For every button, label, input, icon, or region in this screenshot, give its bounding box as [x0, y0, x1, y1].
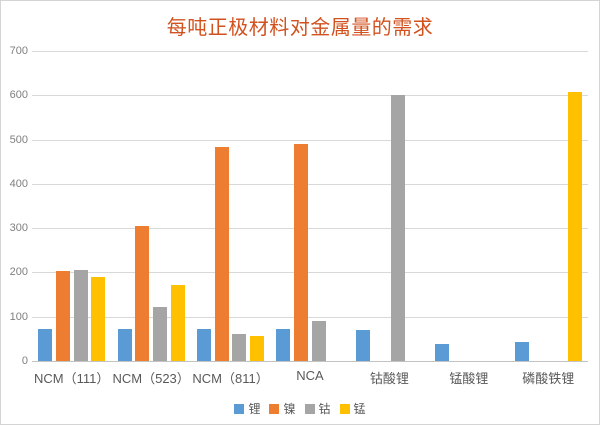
x-category-label: NCA [296, 368, 324, 383]
gridline [32, 183, 588, 185]
bar-锂-磷酸铁锂 [514, 341, 529, 361]
bar-锂-NCA [276, 329, 291, 361]
bar-锂-NCM（811） [197, 329, 212, 361]
bar-锰-磷酸铁锂 [567, 91, 582, 361]
bar-锂-NCM（111） [38, 329, 53, 361]
legend-swatch [339, 404, 350, 414]
bar-镍-NCM（811） [214, 147, 229, 361]
y-tick-label: 600 [9, 89, 28, 102]
bar-锰-NCM（111） [91, 276, 106, 361]
bar-锰-NCM（523） [170, 285, 185, 361]
bar-镍-NCA [294, 144, 309, 361]
y-tick-label: 0 [21, 355, 28, 367]
gridline [32, 95, 588, 97]
bar-钴-NCA [311, 320, 326, 361]
y-tick-label: 100 [9, 310, 28, 323]
x-category-label: 磷酸铁锂 [522, 371, 575, 386]
legend-label: 镍 [283, 402, 296, 416]
y-tick-label: 200 [9, 266, 28, 279]
gridline [32, 51, 588, 52]
y-tick-label: 500 [9, 133, 28, 146]
legend-swatch [304, 404, 315, 414]
x-category-label: NCM（811） [192, 371, 269, 386]
legend-item: 锰 [339, 402, 366, 416]
bar-钴-钴酸锂 [391, 94, 406, 361]
legend-swatch [269, 404, 280, 414]
y-tick-label: 400 [9, 177, 28, 190]
bar-钴-NCM（111） [73, 270, 88, 361]
chart-title: 每吨正极材料对金属量的需求 [166, 17, 434, 39]
bar-锰-NCM（811） [250, 335, 265, 361]
gridline [32, 228, 588, 230]
legend-label: 锂 [248, 402, 261, 416]
bar-钴-NCM（523） [152, 306, 167, 361]
x-axis-line [32, 361, 588, 362]
legend-item: 钴 [304, 402, 331, 416]
legend: 锂镍钴锰 [1, 403, 599, 415]
legend-item: 锂 [234, 403, 260, 415]
legend-swatch [234, 404, 245, 414]
y-tick-label: 700 [9, 45, 28, 57]
bar-镍-NCM（523） [135, 225, 150, 361]
legend-label: 锰 [353, 402, 366, 416]
legend-label: 钴 [318, 402, 331, 416]
x-category-label: 锰酸锂 [449, 371, 489, 386]
bar-锂-NCM（523） [117, 329, 132, 361]
bar-钴-NCM（811） [232, 333, 247, 361]
x-category-label: 钴酸锂 [369, 371, 409, 386]
bar-锂-钴酸锂 [355, 329, 370, 361]
legend-item: 镍 [269, 402, 296, 416]
y-tick-label: 300 [9, 222, 28, 235]
gridline [32, 316, 588, 318]
x-category-label: NCM（523） [112, 371, 190, 386]
gridline [32, 139, 588, 141]
bar-镍-NCM（111） [55, 271, 70, 361]
x-category-label: NCM（111） [34, 371, 110, 386]
bar-锂-锰酸锂 [435, 344, 450, 361]
gridline [32, 272, 588, 274]
